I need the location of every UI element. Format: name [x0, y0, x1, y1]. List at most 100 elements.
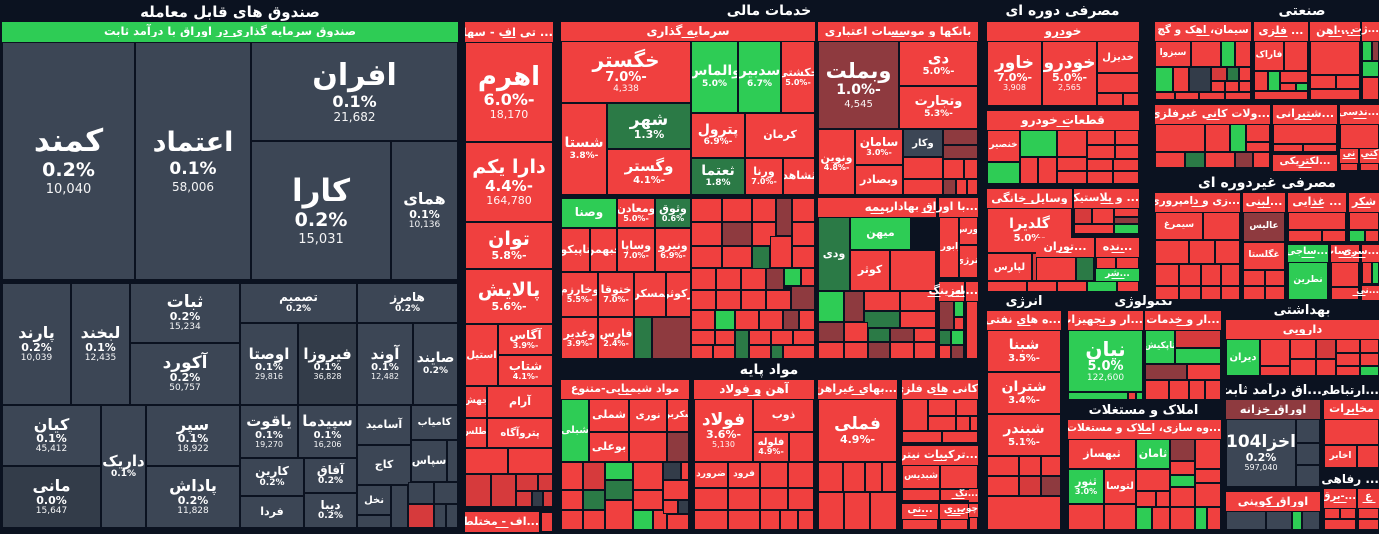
tile-kara[interactable]: کارا 0.2% 15,031 — [251, 141, 391, 280]
tile-vabsader[interactable]: وبصادر — [855, 165, 903, 195]
tile-nm-x1[interactable] — [1155, 124, 1205, 152]
tile-small-a[interactable] — [447, 440, 458, 482]
subgroup-header-coupon[interactable]: اوراق کوپنی — [1226, 492, 1320, 511]
tile-ph-x12[interactable] — [1360, 366, 1379, 376]
subgroup-header-construction[interactable]: ...وه سازی، املاک و مستغلات — [1068, 420, 1221, 439]
tile-saetma[interactable]: ثعتما 1.8% — [691, 158, 745, 195]
tile-inv-x33[interactable] — [715, 330, 735, 345]
subgroup-header-nonmetal[interactable]: ...ولات کانی غیرفلزی — [1155, 105, 1270, 124]
tile-bank-x2[interactable] — [943, 145, 978, 159]
tile-ii-x2[interactable] — [1310, 75, 1336, 89]
tile-en-x5[interactable] — [1019, 476, 1041, 496]
tile-ph-x1[interactable] — [1260, 339, 1290, 366]
tile-inv-x26[interactable] — [691, 310, 715, 330]
tile-mp-x7[interactable] — [1254, 91, 1308, 100]
tile-ins-x15[interactable] — [868, 342, 890, 359]
tile-sw-x2[interactable] — [1175, 348, 1221, 364]
tile-ph-x2[interactable] — [1290, 339, 1316, 359]
tile-nm-y4[interactable] — [1235, 152, 1253, 168]
tile-small-h[interactable] — [357, 515, 391, 528]
tile-pl-x6[interactable] — [1114, 224, 1139, 234]
tile-hw-x3[interactable] — [1136, 392, 1143, 400]
tile-sandeh-body[interactable] — [1096, 257, 1116, 269]
tile-padash[interactable]: پاداش 0.2% 11,828 — [146, 466, 240, 528]
tile-bank-x5[interactable] — [964, 159, 978, 179]
subgroup-header-food[interactable]: ... غذایی — [1288, 193, 1346, 212]
tile-ins-x4[interactable] — [864, 291, 900, 311]
tile-cyc-x4[interactable] — [1087, 281, 1117, 292]
tile-le-x2[interactable] — [1340, 508, 1356, 519]
tile-kamyab[interactable]: کامیاب — [411, 405, 458, 440]
subgroup-header-automotive[interactable]: خودرو — [987, 22, 1139, 41]
tile-tooran-body[interactable] — [1036, 257, 1076, 281]
tile-pl-x1[interactable] — [1074, 208, 1092, 224]
tile-zkosar[interactable]: زکوثر — [666, 272, 691, 317]
tile-khdizel[interactable]: خدیزل — [1097, 41, 1139, 73]
tile-auto-x1[interactable] — [1097, 73, 1139, 93]
subgroup-header-engineering[interactable]: ...ندسی — [1340, 105, 1379, 124]
tile-vamaadan[interactable]: ومعادن -5.0% — [617, 198, 655, 228]
tile-chem-x2[interactable] — [667, 432, 689, 462]
tile-chem-x1[interactable] — [629, 432, 667, 462]
tile-darik[interactable]: داریک 0.1% — [101, 405, 146, 528]
tile-nakhl[interactable]: نخل — [357, 485, 391, 515]
tile-inv-x29[interactable] — [759, 310, 783, 330]
subgroup-header-ni[interactable]: نی — [1340, 149, 1358, 163]
tile-cp-x3[interactable] — [1292, 511, 1302, 530]
tile-mo-x4[interactable] — [928, 416, 956, 431]
tile-falouleh[interactable]: فلوله -4.9% — [753, 432, 789, 462]
tile-nm-x4[interactable] — [1246, 124, 1270, 142]
subgroup-header-oil-products[interactable]: ...ه های نفتی — [987, 311, 1061, 330]
tile-is-x8[interactable] — [728, 510, 760, 530]
tile-kaj[interactable]: کاج — [357, 445, 411, 485]
tile-sat-body[interactable] — [1331, 262, 1359, 287]
tile-nm-y1[interactable] — [1155, 152, 1185, 168]
subgroup-header-metal-ores[interactable]: کانی های فلزی — [902, 380, 978, 399]
tile-le-x5[interactable] — [1358, 519, 1379, 530]
tile-chem-y2[interactable] — [583, 462, 605, 490]
tile-etf-misc-2[interactable] — [508, 448, 553, 474]
tile-cem-x1[interactable] — [1191, 41, 1221, 67]
subgroup-header-shipping[interactable]: ...شتیرانی — [1273, 105, 1337, 124]
tile-cast-x1[interactable] — [1362, 41, 1372, 61]
tile-inv-x30[interactable] — [783, 310, 799, 330]
tile-pl-x3[interactable] — [1114, 208, 1139, 217]
tile-vosoogh[interactable]: وثوق 0.6% — [655, 198, 691, 228]
subgroup-header-misc-fin[interactable]: ...به — [955, 282, 978, 301]
tile-re-x6[interactable] — [1170, 475, 1195, 487]
tile-aram[interactable]: آرام — [487, 386, 553, 418]
tile-ins-x6[interactable] — [864, 311, 900, 328]
tile-inv-x36[interactable] — [771, 330, 793, 345]
tile-re-x16[interactable] — [1195, 507, 1207, 530]
subgroup-header-sari[interactable]: ...سری — [1342, 245, 1379, 262]
tile-nm-x5[interactable] — [1246, 142, 1270, 152]
tile-cem-y1[interactable] — [1155, 67, 1173, 92]
tile-ins-x14[interactable] — [844, 342, 868, 359]
tile-is-x0[interactable] — [789, 432, 814, 462]
tile-mp-x4[interactable] — [1280, 71, 1308, 83]
tile-farak[interactable]: فاراک — [1254, 41, 1284, 71]
tile-chem-y14[interactable] — [605, 500, 633, 530]
tile-dara-yekom[interactable]: دارا یکم -4.4% 164,780 — [465, 142, 553, 222]
tile-inv-x17[interactable] — [741, 268, 766, 290]
tile-eng-x1[interactable] — [1340, 124, 1379, 149]
tile-cp-x1[interactable] — [1226, 511, 1266, 530]
tile-energy-sec[interactable]: انرژی — [959, 245, 978, 278]
tile-ag-x8[interactable] — [1221, 264, 1240, 286]
tile-vabmelat[interactable]: وبملت -1.0% 4,545 — [818, 41, 899, 129]
tile-etf-misc-9[interactable] — [543, 491, 553, 507]
tile-dy-x2[interactable] — [1265, 270, 1285, 286]
tile-chem-y3[interactable] — [605, 462, 633, 480]
tile-ii-x4[interactable] — [1310, 89, 1360, 100]
subgroup-header-software-services[interactable]: ...ار و خدمات — [1145, 311, 1221, 330]
tile-mo-x5[interactable] — [956, 416, 970, 431]
tile-samaskan[interactable]: ثمسکن — [634, 272, 666, 317]
tile-ap-x8[interactable] — [1087, 145, 1115, 159]
tile-ins-x10[interactable] — [868, 328, 890, 342]
tile-ap-x9[interactable] — [1115, 145, 1139, 159]
tile-inv-x39[interactable] — [713, 345, 735, 359]
tile-khetogha[interactable]: ختوقا -7.0% — [598, 272, 634, 317]
tile-ins-x13[interactable] — [818, 342, 844, 359]
tile-dey[interactable]: دی -5.0% — [899, 41, 978, 86]
tile-ins-x9[interactable] — [844, 322, 868, 342]
